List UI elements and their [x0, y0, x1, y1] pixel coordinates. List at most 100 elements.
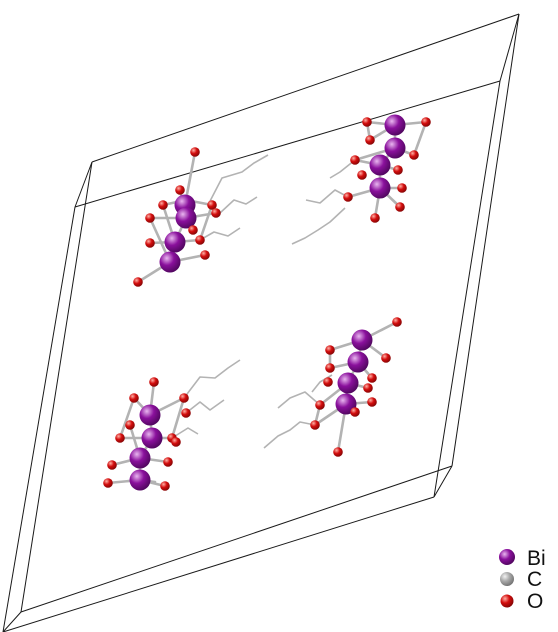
alkyl-chain: [329, 159, 356, 179]
oxygen-atom: [409, 150, 419, 160]
cell-edge: [2, 206, 76, 632]
legend-label-bismuth: Bi: [527, 547, 546, 570]
cluster-top-left: [133, 147, 269, 287]
legend-item-oxygen: O: [500, 590, 543, 613]
oxygen-atom: [149, 377, 159, 387]
oxygen-atom: [158, 200, 168, 210]
oxygen-atom: [350, 155, 360, 165]
oxygen-atom: [367, 397, 377, 407]
oxygen-atom: [362, 117, 372, 127]
oxygen-atom: [107, 460, 117, 470]
legend-label-oxygen: O: [527, 590, 543, 613]
cluster-top-right: [291, 114, 431, 245]
bismuth-atom-swatch: [499, 549, 515, 565]
oxygen-atom: [190, 147, 200, 157]
bismuth-atom: [347, 351, 369, 373]
oxygen-atom: [310, 420, 320, 430]
alkyl-chain: [263, 421, 316, 449]
alkyl-chain: [291, 207, 346, 245]
oxygen-atom: [315, 400, 325, 410]
bond: [170, 396, 186, 440]
alkyl-chain: [219, 196, 258, 214]
oxygen-atom: [392, 317, 402, 327]
cell-edge: [433, 465, 453, 498]
oxygen-atom: [171, 437, 181, 447]
oxygen-atom: [381, 353, 391, 363]
alkyl-chain: [199, 227, 241, 241]
bismuth-atom: [129, 447, 151, 469]
oxygen-atom: [188, 225, 198, 235]
bismuth-atom: [369, 154, 391, 176]
oxygen-atom: [421, 117, 431, 127]
alkyl-chain: [305, 189, 349, 204]
cluster-bottom-left: [103, 359, 241, 491]
legend-label-carbon: C: [527, 568, 542, 591]
oxygen-atom: [163, 457, 173, 467]
cell-edge: [74, 80, 501, 208]
oxygen-atom: [160, 481, 170, 491]
oxygen-atom: [211, 208, 221, 218]
oxygen-atom: [325, 345, 335, 355]
bismuth-atom: [139, 404, 161, 426]
oxygen-atom: [200, 250, 210, 260]
oxygen-atom: [115, 433, 125, 443]
alkyl-chain: [185, 399, 225, 414]
alkyl-chain: [207, 154, 269, 206]
cell-edge: [2, 611, 22, 632]
oxygen-atom: [207, 200, 217, 210]
oxygen-atom: [363, 383, 373, 393]
cell-edge: [91, 13, 520, 163]
cell-edge: [20, 161, 93, 613]
alkyl-chain: [183, 359, 241, 399]
cell-edge: [499, 13, 520, 82]
bismuth-atom: [164, 231, 186, 253]
oxygen-atom: [181, 408, 191, 418]
bismuth-atom: [384, 114, 406, 136]
oxygen-atom: [133, 277, 143, 287]
oxygen-atom: [195, 235, 205, 245]
bismuth-atom: [129, 469, 151, 491]
oxygen-atom: [370, 213, 380, 223]
bismuth-atom: [159, 251, 181, 273]
oxygen-atom: [125, 420, 135, 430]
bismuth-atom: [337, 372, 359, 394]
molecule-clusters: [103, 114, 431, 491]
oxygen-atom: [395, 202, 405, 212]
legend-item-carbon: C: [500, 568, 542, 591]
oxygen-atom: [397, 183, 407, 193]
carbon-atom-swatch: [500, 572, 514, 586]
alkyl-chain: [171, 427, 199, 439]
bond: [198, 203, 214, 242]
oxygen-atom: [350, 407, 360, 417]
cluster-bottom-right: [263, 317, 402, 457]
bismuth-atom: [351, 329, 373, 351]
oxygen-atom: [367, 373, 377, 383]
cell-edge: [2, 496, 435, 632]
cell-edge: [20, 465, 453, 613]
cell-edge: [433, 80, 501, 498]
unit-cell-outline: [2, 13, 520, 632]
oxygen-atom: [323, 377, 333, 387]
oxygen-atom: [129, 393, 139, 403]
bismuth-atom: [141, 427, 163, 449]
oxygen-atom: [175, 185, 185, 195]
oxygen-atom: [103, 478, 113, 488]
legend-item-bismuth: Bi: [499, 547, 546, 570]
oxygen-atom: [365, 135, 375, 145]
oxygen-atom: [325, 363, 335, 373]
bismuth-atom: [175, 207, 197, 229]
bismuth-atom: [369, 177, 391, 199]
oxygen-atom: [343, 192, 353, 202]
cell-edge: [451, 13, 520, 467]
oxygen-atom: [179, 393, 189, 403]
bond: [118, 396, 136, 440]
cell-edge: [74, 161, 93, 208]
alkyl-chain: [277, 391, 321, 409]
oxygen-atom: [333, 447, 343, 457]
oxygen-atom-swatch: [500, 594, 514, 608]
element-legend: Bi C O: [499, 547, 546, 613]
oxygen-atom: [393, 165, 403, 175]
bond: [412, 120, 428, 157]
oxygen-atom: [145, 213, 155, 223]
